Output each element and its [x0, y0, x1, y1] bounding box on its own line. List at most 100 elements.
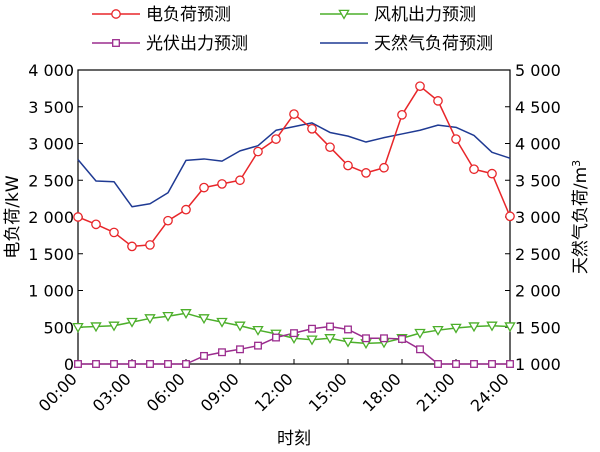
data-point: [253, 146, 263, 157]
data-point: [199, 182, 209, 193]
data-point: [306, 335, 318, 346]
data-point: [162, 311, 174, 322]
y-right-tick-label: 1 500: [515, 318, 561, 337]
data-point: [398, 335, 406, 343]
data-point: [272, 333, 280, 342]
y-right-tick-label: 4 000: [515, 135, 561, 154]
data-point: [290, 329, 298, 338]
data-point: [343, 160, 353, 171]
data-point: [504, 322, 516, 333]
x-tick-label: 15:00: [305, 369, 351, 415]
data-point: [73, 212, 83, 222]
y-left-tick-label: 3 000: [28, 135, 74, 154]
data-point: [198, 314, 210, 325]
data-point: [488, 360, 496, 368]
data-point: [72, 322, 84, 333]
y-left-tick-label: 1 500: [28, 245, 74, 264]
x-tick-label: 09:00: [197, 369, 243, 415]
data-point: [433, 96, 443, 106]
data-point: [252, 325, 264, 336]
y-left-tick-label: 500: [43, 318, 74, 337]
data-point: [217, 179, 227, 189]
y-right-tick-label: 3 500: [515, 171, 561, 190]
data-point: [218, 348, 226, 357]
data-point: [416, 345, 424, 354]
legend-label: 风机出力预测: [374, 5, 476, 25]
data-point: [182, 360, 190, 368]
x-tick-label: 18:00: [359, 369, 405, 415]
data-point: [254, 341, 262, 350]
data-point: [234, 321, 246, 332]
x-axis-title: 时刻: [277, 429, 311, 449]
data-point: [163, 215, 173, 226]
y-left-tick-label: 3 500: [28, 98, 74, 117]
y-left-tick-label: 0: [64, 355, 74, 374]
data-point: [92, 360, 100, 368]
data-point: [90, 322, 102, 333]
legend-label: 天然气负荷预测: [374, 34, 493, 54]
data-point: [144, 314, 156, 325]
x-tick-label: 00:00: [35, 369, 81, 415]
y-left-tick-label: 1 000: [28, 282, 74, 301]
data-point: [109, 227, 119, 238]
data-point: [216, 317, 228, 328]
y-axis-left-title: 电负荷/kW: [3, 175, 23, 259]
data-point: [236, 345, 244, 354]
data-point: [200, 351, 208, 360]
data-point: [126, 317, 138, 328]
legend-marker: [112, 39, 120, 47]
data-point: [110, 360, 118, 368]
y-left-tick-label: 2 000: [28, 208, 74, 227]
data-point: [469, 164, 479, 175]
data-point: [108, 321, 120, 332]
data-point: [289, 109, 299, 119]
data-point: [487, 168, 497, 179]
y-right-tick-label: 3 000: [515, 208, 561, 227]
x-tick-label: 03:00: [89, 369, 135, 415]
data-point: [450, 323, 462, 334]
x-tick-label: 21:00: [413, 369, 459, 415]
series-lines: [77, 85, 511, 365]
series-markers: [72, 81, 516, 368]
data-point: [181, 204, 191, 215]
data-point: [362, 334, 370, 343]
data-point: [324, 334, 336, 344]
y-right-tick-label: 4 500: [515, 98, 561, 117]
data-point: [342, 337, 354, 348]
data-point: [506, 360, 514, 368]
data-point: [451, 134, 461, 144]
data-point: [432, 325, 444, 336]
y-left-tick-label: 4 000: [28, 61, 74, 80]
y-left-tick-label: 2 500: [28, 171, 74, 190]
x-tick-label: 24:00: [467, 369, 513, 415]
legend-marker: [111, 9, 121, 19]
y-right-tick-label: 5 000: [515, 61, 561, 80]
legend-label: 光伏出力预测: [146, 34, 248, 54]
data-point: [74, 360, 82, 368]
series-line: [77, 122, 511, 208]
data-point: [397, 109, 407, 120]
data-point: [486, 321, 498, 332]
data-point: [271, 134, 281, 144]
data-point: [145, 240, 155, 250]
data-point: [380, 334, 388, 343]
data-point: [414, 328, 426, 339]
data-point: [164, 360, 172, 368]
y-axis-right-title: 天然气负荷/m3: [570, 160, 592, 274]
data-point: [325, 142, 335, 153]
data-point: [235, 175, 245, 186]
x-tick-label: 12:00: [251, 369, 297, 415]
data-point: [415, 81, 425, 92]
data-point: [180, 309, 192, 319]
data-point: [379, 162, 389, 173]
data-point: [127, 241, 137, 252]
data-point: [452, 360, 460, 368]
y-right-tick-label: 1 000: [515, 355, 561, 374]
data-point: [468, 322, 480, 333]
data-point: [128, 360, 136, 368]
data-point: [308, 324, 316, 333]
data-point: [470, 360, 478, 368]
data-point: [326, 322, 334, 331]
